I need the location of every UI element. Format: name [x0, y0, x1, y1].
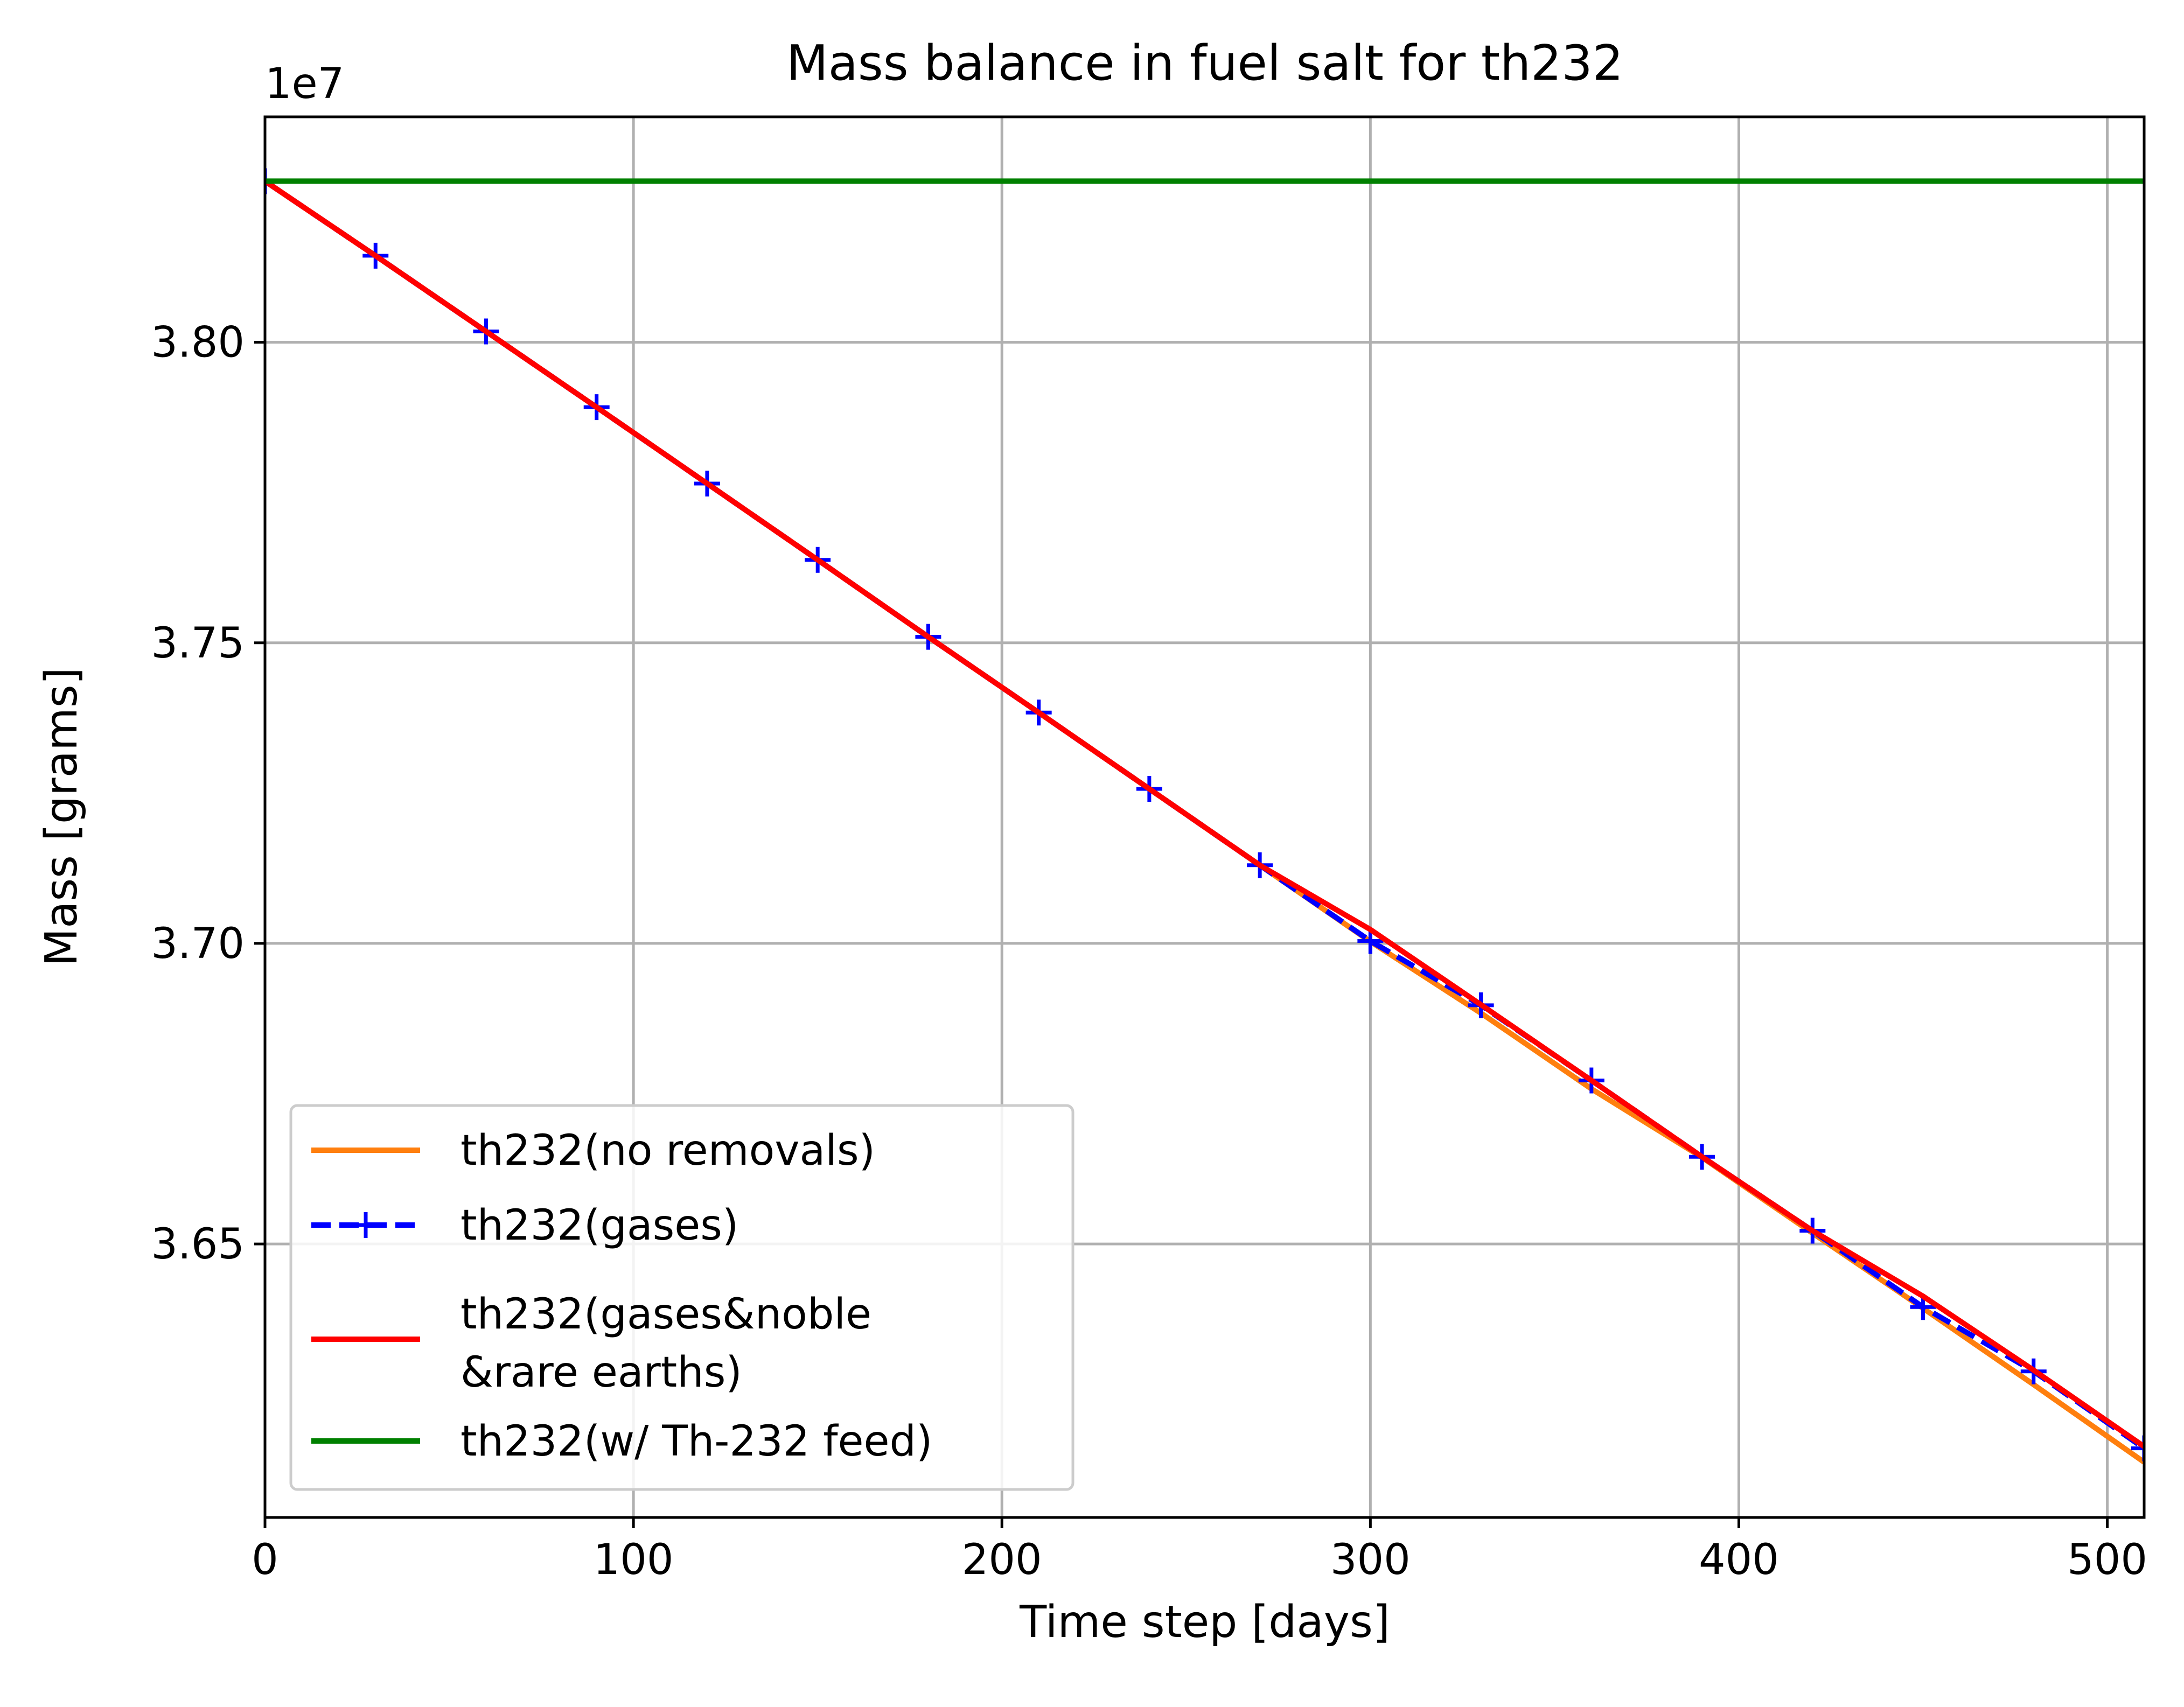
x-tick-label: 400 — [1699, 1536, 1779, 1584]
x-tick-label: 200 — [962, 1536, 1042, 1584]
x-axis-label: Time step [days] — [1019, 1597, 1390, 1648]
x-tick-label: 500 — [2067, 1536, 2147, 1584]
y-tick-label: 3.75 — [151, 619, 245, 668]
x-tick-label: 100 — [594, 1536, 674, 1584]
y-tick-label: 3.70 — [151, 920, 245, 968]
legend-marker — [353, 1212, 379, 1238]
y-offset-label: 1e7 — [265, 60, 344, 108]
legend-label: &rare earths) — [460, 1348, 742, 1397]
legend-label: th232(no removals) — [460, 1127, 875, 1175]
legend-label: th232(gases) — [460, 1201, 738, 1250]
data-point-marker — [2131, 1435, 2144, 1461]
legend-label: th232(gases&noble — [460, 1290, 871, 1339]
y-tick-label: 3.80 — [151, 319, 245, 367]
series-layer — [265, 168, 2144, 1465]
x-tick-label: 300 — [1330, 1536, 1411, 1584]
x-tick-label: 0 — [252, 1536, 278, 1584]
y-tick-label: 3.65 — [151, 1220, 245, 1269]
plot-frame — [263, 115, 2146, 1519]
chart-title: Mass balance in fuel salt for th232 — [786, 35, 1623, 92]
x-axis: 0 100 200 300 400 500 — [252, 1517, 2147, 1584]
legend-label: th232(w/ Th-232 feed) — [460, 1417, 932, 1466]
series-group — [265, 168, 2144, 1465]
legend-box — [289, 1104, 1074, 1491]
series-line-th232-gases-noble-rare-earths — [265, 179, 2144, 1449]
y-axis-label: Mass [grams] — [36, 667, 87, 966]
legend: th232(no removals) th232(gases) th232(gase… — [289, 1104, 1074, 1491]
y-axis: 3.65 3.70 3.75 3.80 — [151, 319, 265, 1269]
